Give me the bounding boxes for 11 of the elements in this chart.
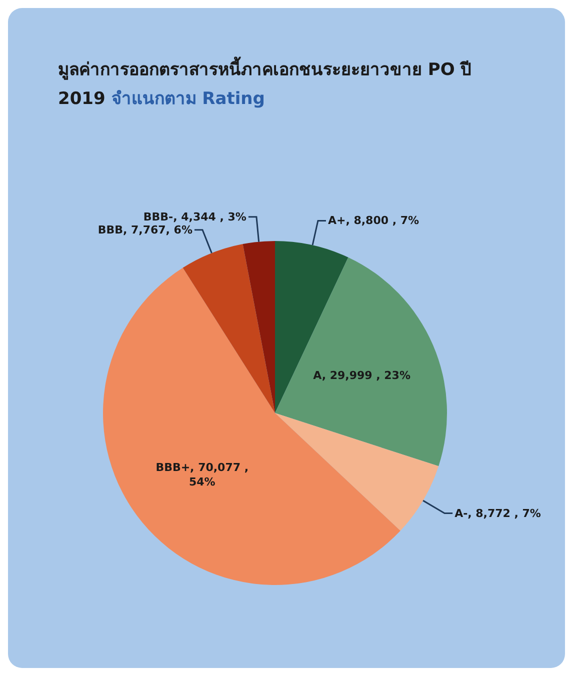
slice-label: A-, 8,772 , 7% xyxy=(454,506,541,520)
slice-label: BBB-, 4,344 , 3% xyxy=(143,210,246,224)
slice-label: BBB, 7,767, 6% xyxy=(98,223,192,236)
pie-slice xyxy=(275,413,439,531)
slice-label: A, 29,999 , 23% xyxy=(313,368,410,382)
slice-label: BBB+, 70,077 , 54% xyxy=(156,461,249,488)
pie-slice xyxy=(242,241,275,413)
pie-slice xyxy=(275,257,447,466)
slice-label: A+, 8,800 , 7% xyxy=(328,214,420,228)
chart-subtitle: จำแนกตาม Rating xyxy=(111,88,265,109)
pie-slice xyxy=(182,244,275,413)
